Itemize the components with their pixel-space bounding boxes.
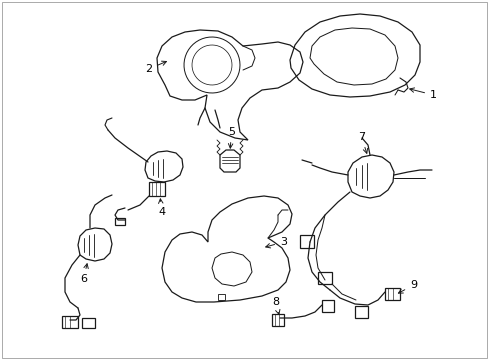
Text: 2: 2: [145, 61, 166, 74]
Text: 3: 3: [265, 237, 286, 248]
Text: 5: 5: [227, 127, 235, 148]
Text: 9: 9: [398, 280, 416, 293]
Text: 4: 4: [158, 199, 165, 217]
Text: 8: 8: [271, 297, 279, 314]
Text: 1: 1: [409, 88, 436, 100]
Text: 6: 6: [80, 264, 88, 284]
Text: 7: 7: [357, 132, 367, 153]
